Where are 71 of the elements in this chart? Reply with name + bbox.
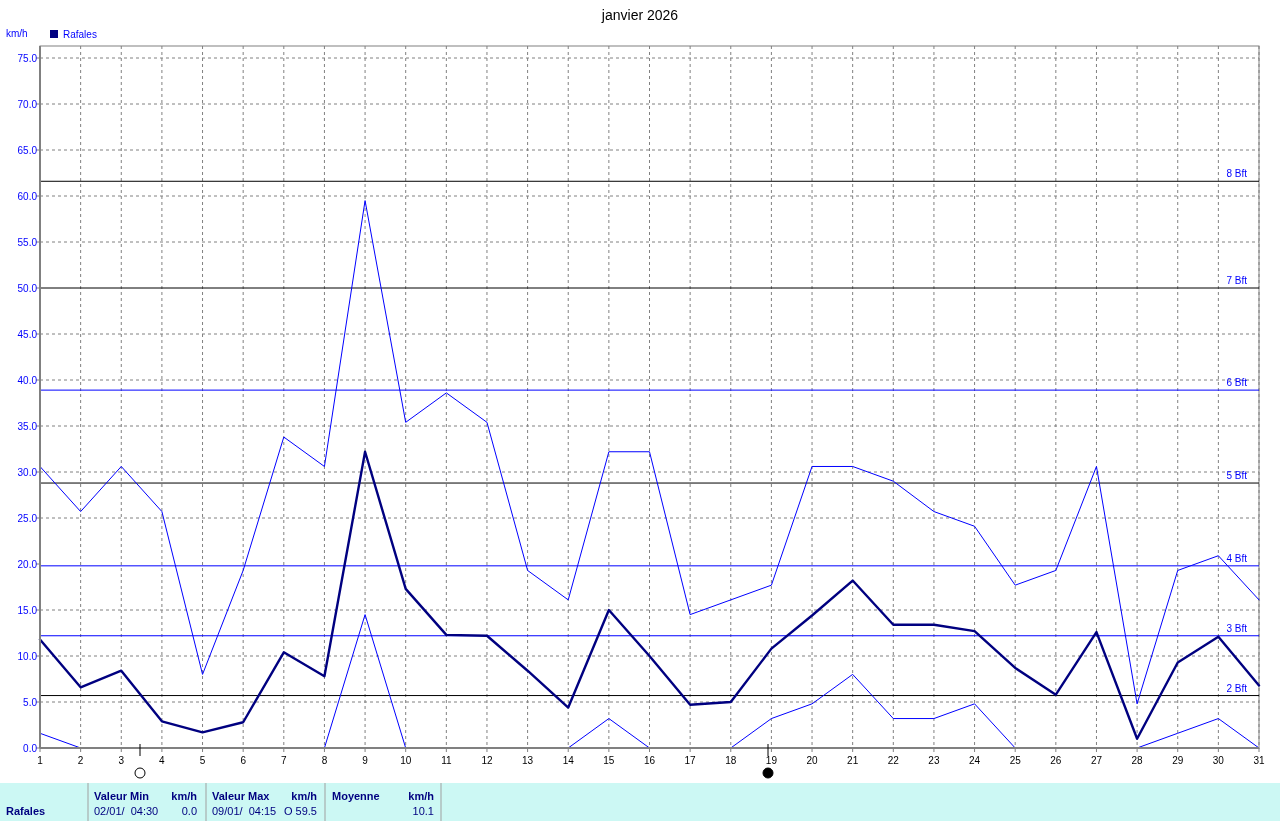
x-tick-label: 7 [281,755,288,766]
x-tick-label: 23 [928,755,940,766]
text: km/h [408,790,435,802]
x-tick-label: 20 [806,755,819,766]
line-series [39,200,1260,705]
y-tick-label: 5.0 [23,697,38,708]
x-tick-label: 14 [562,755,575,766]
x-tick-label: 9 [362,755,369,766]
y-tick-label: 75.0 [17,53,38,64]
y-tick-label: 70.0 [17,99,38,110]
x-tick-label: 10 [400,755,412,766]
y-tick-label: 35.0 [17,421,38,432]
y-tick-label: 45.0 [17,329,38,340]
y-tick-label: 30.0 [17,467,38,478]
line-series [38,450,1261,740]
x-tick-label: 11 [441,755,452,766]
x-tick-label: 25 [1009,755,1022,766]
x-tick-label: 27 [1090,755,1103,766]
x-tick-label: 30 [1212,755,1225,766]
x-tick-label: 22 [887,755,900,766]
x-tick-label: 3 [118,755,125,766]
x-tick-label: 18 [725,755,737,766]
ref-line-label: 3 Bft [1226,622,1248,634]
text: 09/01/ 04:15 [212,805,277,817]
text: km/h [171,790,198,802]
x-tick-label: 29 [1172,755,1184,766]
y-tick-label: 40.0 [17,375,38,386]
x-tick-label: 16 [643,755,656,766]
y-axis-title: km/h [6,28,28,39]
x-tick-label: 5 [199,755,206,766]
text: Valeur Min [94,790,150,802]
x-tick-label: 28 [1131,755,1144,766]
x-tick-label: 19 [765,755,778,766]
x-tick-label: 26 [1050,755,1062,766]
x-tick-label: 15 [603,755,615,766]
text: Valeur Max [212,790,271,802]
text: O 59.5 [283,805,317,817]
ref-line-label: 8 Bft [1226,168,1248,180]
y-tick-label: 55.0 [17,237,38,248]
ref-line-label: 2 Bft [1226,682,1248,694]
ref-line-label: 4 Bft [1226,552,1248,564]
text: Moyenne [332,790,380,802]
text: 10.1 [412,805,434,817]
text: Rafales [6,805,46,817]
ref-line-label: 5 Bft [1226,470,1248,482]
ref-line-label: 6 Bft [1226,377,1248,389]
x-tick-label: 2 [77,755,84,766]
y-tick-label: 50.0 [17,283,38,294]
x-tick-label: 17 [684,755,697,766]
y-tick-label: 0.0 [23,743,38,754]
x-tick-label: 6 [240,755,247,766]
y-tick-label: 25.0 [17,513,38,524]
x-tick-label: 13 [522,755,534,766]
y-tick-label: 10.0 [17,651,38,662]
x-tick-label: 1 [37,755,44,766]
text: 0.0 [181,805,197,817]
y-tick-label: 20.0 [17,559,38,570]
x-tick-label: 24 [969,755,981,766]
text: 02/01/ 04:30 [94,805,159,817]
x-tick-label: 21 [847,755,859,766]
chart-title: janvier 2026 [600,7,679,23]
x-tick-label: 12 [481,755,493,766]
x-tick-label: 4 [159,755,166,766]
y-tick-label: 15.0 [17,605,38,616]
legend-label: Rafales [63,29,97,40]
x-tick-label: 31 [1253,755,1265,766]
text: km/h [291,790,318,802]
y-tick-label: 60.0 [17,191,38,202]
x-tick-label: 8 [321,755,328,766]
ref-line-label: 7 Bft [1226,275,1248,286]
y-tick-label: 65.0 [17,145,38,156]
